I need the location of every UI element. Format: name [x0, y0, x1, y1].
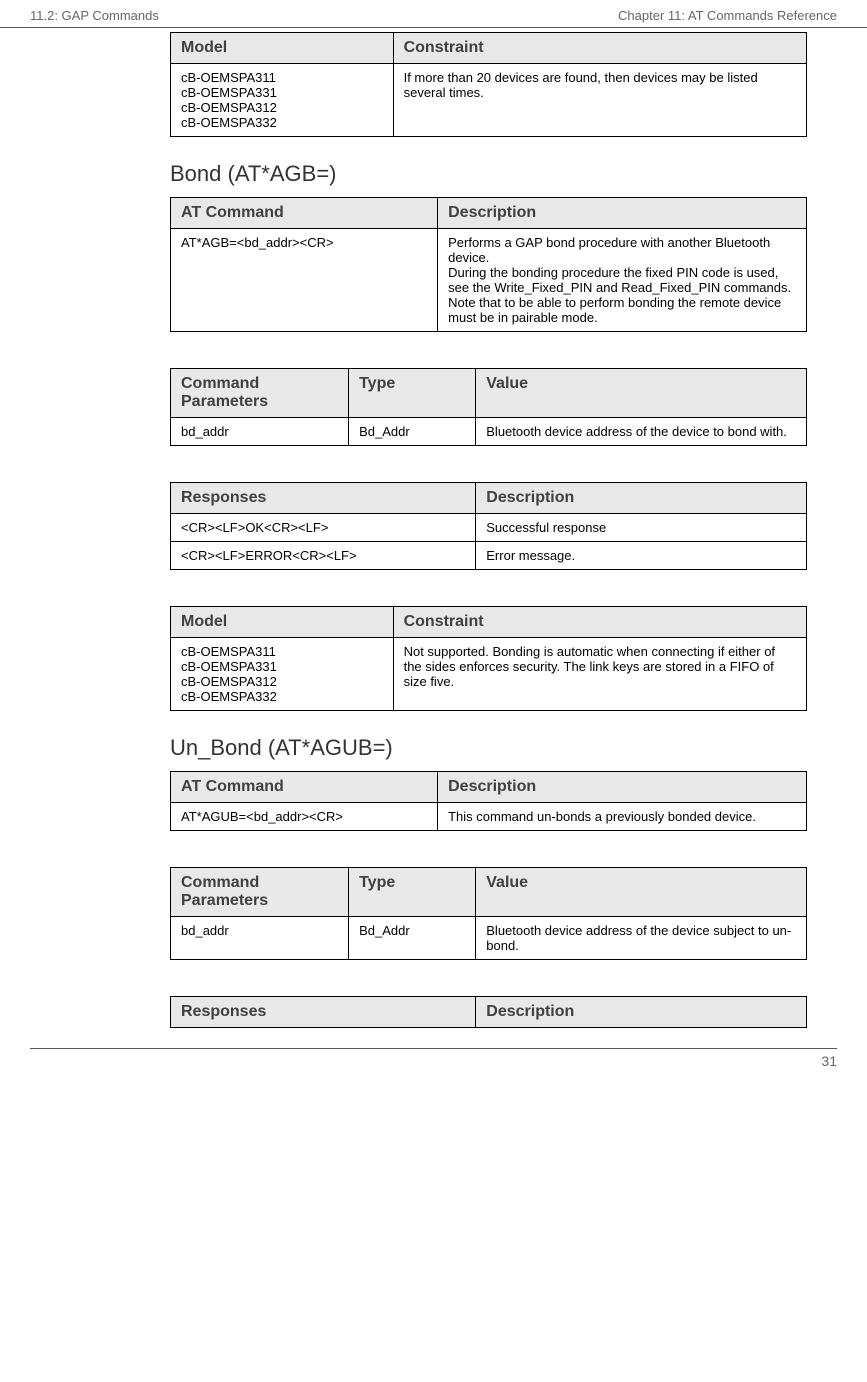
table-row: bd_addr Bd_Addr Bluetooth device address… — [171, 418, 807, 446]
cell-atcommand: AT*AGB=<bd_addr><CR> — [171, 229, 438, 332]
responses-table-unbond: Responses Description — [170, 996, 807, 1028]
th-type: Type — [349, 369, 476, 418]
th-cmdparams: Command Parameters — [171, 868, 349, 917]
cell-type: Bd_Addr — [349, 418, 476, 446]
page-footer: 31 — [30, 1048, 837, 1079]
cell-type: Bd_Addr — [349, 917, 476, 960]
page-header: 11.2: GAP Commands Chapter 11: AT Comman… — [0, 0, 867, 28]
table-row: AT*AGB=<bd_addr><CR> Performs a GAP bond… — [171, 229, 807, 332]
cell-param: bd_addr — [171, 917, 349, 960]
th-model: Model — [171, 33, 394, 64]
th-cmdparams: Command Parameters — [171, 369, 349, 418]
cell-response: <CR><LF>OK<CR><LF> — [171, 514, 476, 542]
section-title-unbond: Un_Bond (AT*AGUB=) — [170, 735, 807, 761]
page-number: 31 — [821, 1053, 837, 1069]
command-parameters-table-bond: Command Parameters Type Value bd_addr Bd… — [170, 368, 807, 446]
th-type: Type — [349, 868, 476, 917]
cell-constraint: Not supported. Bonding is automatic when… — [393, 638, 806, 711]
th-description: Description — [476, 483, 807, 514]
th-constraint: Constraint — [393, 33, 806, 64]
th-model: Model — [171, 607, 394, 638]
cell-description: This command un-bonds a previously bonde… — [438, 803, 807, 831]
model-constraint-table-2: Model Constraint cB-OEMSPA311 cB-OEMSPA3… — [170, 606, 807, 711]
th-responses: Responses — [171, 997, 476, 1028]
command-parameters-table-unbond: Command Parameters Type Value bd_addr Bd… — [170, 867, 807, 960]
th-atcommand: AT Command — [171, 772, 438, 803]
responses-table-bond: Responses Description <CR><LF>OK<CR><LF>… — [170, 482, 807, 570]
cell-description: Successful response — [476, 514, 807, 542]
at-command-table-bond: AT Command Description AT*AGB=<bd_addr><… — [170, 197, 807, 332]
table-row: bd_addr Bd_Addr Bluetooth device address… — [171, 917, 807, 960]
cell-atcommand: AT*AGUB=<bd_addr><CR> — [171, 803, 438, 831]
th-constraint: Constraint — [393, 607, 806, 638]
th-atcommand: AT Command — [171, 198, 438, 229]
cell-response: <CR><LF>ERROR<CR><LF> — [171, 542, 476, 570]
cell-description: Performs a GAP bond procedure with anoth… — [438, 229, 807, 332]
cell-value: Bluetooth device address of the device t… — [476, 418, 807, 446]
page-content: Model Constraint cB-OEMSPA311 cB-OEMSPA3… — [0, 32, 867, 1028]
section-title-bond: Bond (AT*AGB=) — [170, 161, 807, 187]
th-description: Description — [476, 997, 807, 1028]
header-right: Chapter 11: AT Commands Reference — [618, 8, 837, 23]
cell-param: bd_addr — [171, 418, 349, 446]
table-row: AT*AGUB=<bd_addr><CR> This command un-bo… — [171, 803, 807, 831]
model-constraint-table-1: Model Constraint cB-OEMSPA311 cB-OEMSPA3… — [170, 32, 807, 137]
th-description: Description — [438, 772, 807, 803]
th-description: Description — [438, 198, 807, 229]
table-row: <CR><LF>ERROR<CR><LF> Error message. — [171, 542, 807, 570]
table-row: cB-OEMSPA311 cB-OEMSPA331 cB-OEMSPA312 c… — [171, 638, 807, 711]
table-row: cB-OEMSPA311 cB-OEMSPA331 cB-OEMSPA312 c… — [171, 64, 807, 137]
th-value: Value — [476, 868, 807, 917]
header-left: 11.2: GAP Commands — [30, 8, 159, 23]
cell-model: cB-OEMSPA311 cB-OEMSPA331 cB-OEMSPA312 c… — [171, 638, 394, 711]
th-value: Value — [476, 369, 807, 418]
cell-constraint: If more than 20 devices are found, then … — [393, 64, 806, 137]
th-responses: Responses — [171, 483, 476, 514]
table-row: <CR><LF>OK<CR><LF> Successful response — [171, 514, 807, 542]
cell-description: Error message. — [476, 542, 807, 570]
cell-value: Bluetooth device address of the device s… — [476, 917, 807, 960]
at-command-table-unbond: AT Command Description AT*AGUB=<bd_addr>… — [170, 771, 807, 831]
cell-model: cB-OEMSPA311 cB-OEMSPA331 cB-OEMSPA312 c… — [171, 64, 394, 137]
